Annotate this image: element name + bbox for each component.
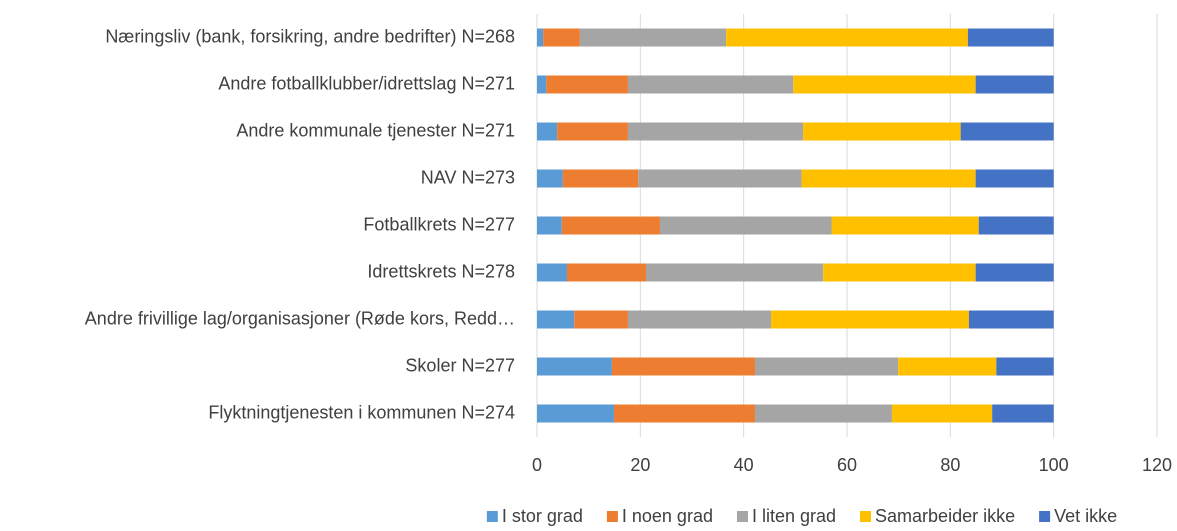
bar-segment	[755, 357, 899, 376]
bar-segment	[537, 216, 562, 235]
y-tick-label: Andre kommunale tjenester N=271	[236, 120, 515, 140]
x-tick-label: 40	[734, 455, 754, 475]
bar-segment	[975, 75, 1054, 94]
legend-label: I stor grad	[502, 506, 583, 526]
bar-segment	[659, 216, 832, 235]
bar-segment	[537, 357, 612, 376]
bar-segment	[537, 263, 567, 282]
x-tick-label: 100	[1039, 455, 1069, 475]
bar-segment	[627, 75, 794, 94]
bar-segment	[562, 169, 639, 188]
bar-segment	[557, 122, 628, 141]
bar-segment	[831, 216, 979, 235]
bar-segment	[771, 310, 969, 329]
legend-label: Samarbeider ikke	[875, 506, 1015, 526]
bar-segment	[793, 75, 976, 94]
y-tick-label: Flyktningtjenesten i kommunen N=274	[208, 402, 515, 422]
bar-segment	[579, 28, 727, 47]
bar-segment	[638, 169, 802, 188]
legend-label: I noen grad	[622, 506, 713, 526]
bar-segment	[566, 263, 647, 282]
bar-segment	[561, 216, 660, 235]
bar-segment	[627, 122, 804, 141]
bar-segment	[537, 75, 547, 94]
y-tick-label: Fotballkrets N=277	[363, 214, 515, 234]
bar-segment	[755, 404, 892, 423]
bar-segment	[967, 28, 1054, 47]
bar-segment	[726, 28, 968, 47]
bar-segment	[978, 216, 1054, 235]
bar-segment	[537, 169, 563, 188]
x-tick-label: 20	[630, 455, 650, 475]
bar-segment	[543, 28, 580, 47]
bar-segment	[613, 404, 756, 423]
bar-segment	[627, 310, 772, 329]
bar-segment	[898, 357, 997, 376]
bar-segment	[823, 263, 976, 282]
bar-segment	[537, 28, 544, 47]
bar-segment	[611, 357, 756, 376]
legend-swatch	[1039, 511, 1051, 522]
bar-segment	[803, 122, 961, 141]
bar-segment	[801, 169, 976, 188]
y-tick-label: Idrettskrets N=278	[367, 261, 515, 281]
x-tick-label: 80	[940, 455, 960, 475]
bar-segment	[891, 404, 993, 423]
legend-swatch	[606, 511, 618, 522]
y-tick-label: NAV N=273	[421, 167, 515, 187]
y-tick-label: Næringsliv (bank, forsikring, andre bedr…	[105, 26, 515, 46]
bar-segment	[537, 122, 558, 141]
x-tick-label: 0	[532, 455, 542, 475]
y-tick-label: Andre fotballklubber/idrettslag N=271	[218, 73, 515, 93]
legend-swatch	[860, 511, 872, 522]
bar-segment	[546, 75, 628, 94]
bar-segment	[992, 404, 1054, 423]
legend-swatch	[486, 511, 498, 522]
bar-segment	[968, 310, 1054, 329]
x-tick-label: 120	[1142, 455, 1172, 475]
bar-segment	[975, 169, 1054, 188]
x-tick-label: 60	[837, 455, 857, 475]
bar-segment	[996, 357, 1054, 376]
bar-segment	[960, 122, 1054, 141]
bar-segment	[646, 263, 824, 282]
legend-swatch	[736, 511, 748, 522]
legend-label: Vet ikke	[1054, 506, 1117, 526]
bar-segment	[975, 263, 1054, 282]
bar-segment	[537, 404, 614, 423]
y-tick-label: Andre frivillige lag/organisasjoner (Rød…	[85, 308, 515, 328]
bar-segment	[574, 310, 628, 329]
bar-segment	[537, 310, 575, 329]
legend-label: I liten grad	[752, 506, 836, 526]
y-tick-label: Skoler N=277	[405, 355, 515, 375]
